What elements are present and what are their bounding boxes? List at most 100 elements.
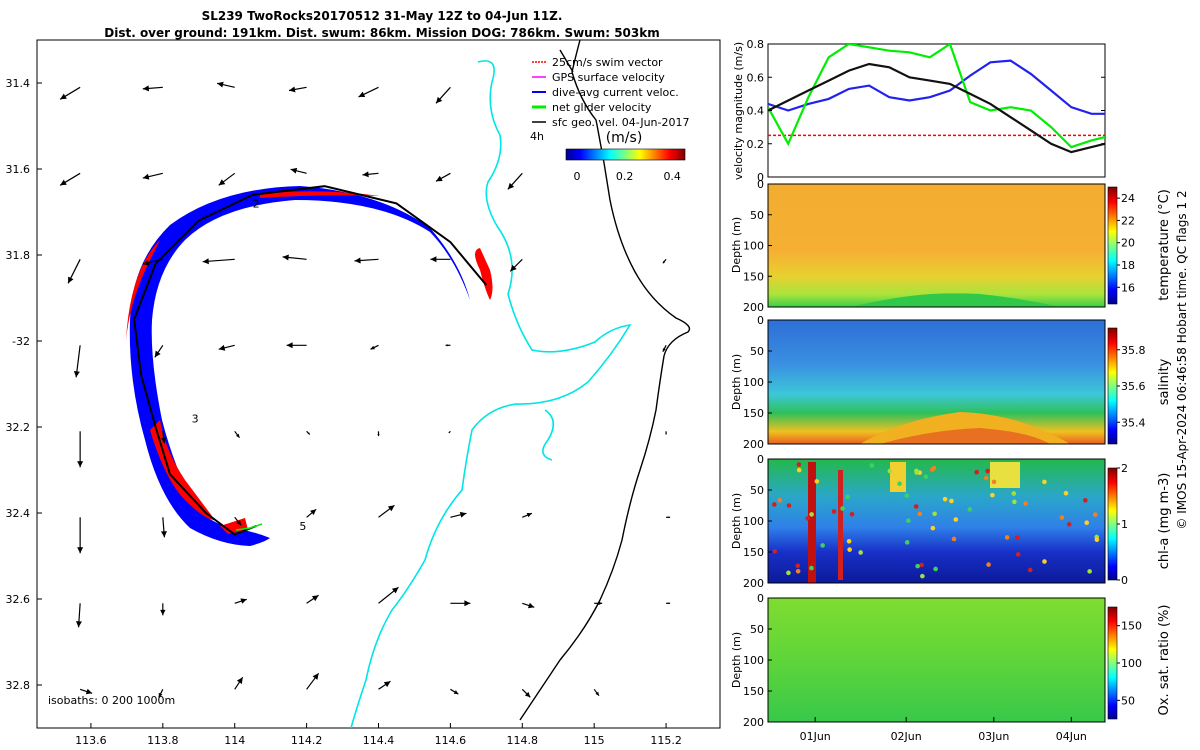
salinity-ctick-label: 35.8 (1121, 344, 1146, 357)
chla-sample-dot (805, 516, 811, 521)
sfc-geo-vector (666, 602, 671, 605)
sfc-geo-vector (370, 344, 379, 350)
sfc-geo-vector (594, 601, 603, 606)
temperature-ctick-label: 24 (1121, 192, 1135, 205)
sfc-geo-vector (67, 259, 81, 284)
chla-sample-dot (1027, 567, 1033, 573)
sfc-geo-vector (218, 344, 235, 351)
sfc-geo-vector (445, 344, 451, 347)
chla-sample-dot (1094, 537, 1100, 543)
chla-sample-dot (795, 563, 801, 569)
salinity-ytick-label: 100 (743, 376, 764, 389)
oxygen-ytick-label: 0 (757, 592, 764, 605)
chla-spike-column (838, 470, 843, 580)
chla-sample-dot (1011, 491, 1017, 496)
map-colorbar-tick: 0.2 (616, 170, 634, 183)
chla-sample-dot (917, 511, 923, 517)
salinity-clabel: salinity (1157, 358, 1172, 405)
colorbar-unit-label: (m/s) (606, 130, 643, 146)
chla-ctick-label: 0 (1121, 574, 1128, 587)
chla-sample-dot (845, 494, 850, 500)
map-xtick-label: 113.6 (75, 734, 107, 747)
sfc-geo-vector (218, 172, 236, 186)
sfc-geo-vector (234, 598, 247, 604)
sfc-geo-vector (288, 86, 307, 93)
map-xtick-label: 115.2 (650, 734, 682, 747)
sfc-geo-vector (79, 688, 93, 695)
sfc-geo-vector (306, 594, 319, 604)
map-ytick-label: 32.2 (6, 421, 31, 434)
sfc-geo-vector (448, 430, 451, 434)
chla-sample-dot (1012, 499, 1017, 505)
legend-sfc-geo-label: sfc geo. vel. 04-Jun-2017 (552, 116, 689, 129)
chla-sample-dot (777, 497, 783, 503)
map-xtick-label: 114 (224, 734, 245, 747)
chla-sample-dot (929, 467, 935, 472)
temperature-panel: 0 50 100 150 200 16 18 20 22 24 Depth (m) tempera… (730, 178, 1172, 314)
map-ytick-label: 31.8 (6, 249, 31, 262)
sfc-geo-vector (234, 516, 242, 526)
chla-sample-dot (983, 475, 989, 481)
velocity-ytick-label: 0 (757, 171, 764, 184)
chla-sample-dot (796, 462, 802, 467)
chla-sample-dot (942, 496, 948, 502)
velocity-ytick-label: 0.8 (747, 38, 765, 51)
legend-dive-avg-label: dive-avg current veloc. (552, 86, 679, 99)
chla-ytick-label: 0 (757, 453, 764, 466)
chla-field (768, 459, 1105, 583)
velocity-ytick-label: 0.6 (747, 71, 765, 84)
sfc-geo-vector (160, 517, 167, 538)
salinity-ytick-label: 150 (743, 407, 764, 420)
isobath-line (350, 60, 632, 728)
oxygen-ctick-label: 50 (1121, 694, 1135, 707)
sfc-geo-vector (160, 603, 166, 616)
time-xtick-label: 04Jun (1056, 730, 1087, 743)
chla-sample-dot (1087, 569, 1092, 574)
map-ytick-label: 32.6 (6, 593, 31, 606)
oxygen-ytick-label: 100 (743, 654, 764, 667)
sfc-geo-vector (154, 344, 164, 358)
chla-sample-dot (796, 467, 802, 473)
chla-sample-dot (887, 468, 893, 474)
net-glider-velocity-segment (235, 523, 263, 531)
temperature-field (768, 184, 1105, 307)
sfc-geo-vector (522, 512, 533, 518)
sfc-geo-vector (522, 602, 535, 609)
glider-track (133, 185, 488, 536)
oxygen-ctick-label: 150 (1121, 620, 1142, 633)
chla-sample-dot (858, 550, 863, 555)
time-xtick-label: 02Jun (891, 730, 922, 743)
chla-sample-dot (869, 463, 875, 468)
sfc-geo-vector (306, 430, 311, 435)
chla-sample-dot (933, 566, 938, 572)
sfc-geo-vector (77, 517, 84, 554)
sfc-geo-vector (507, 172, 523, 190)
velocity-ylabel: velocity magnitude (m/s) (732, 42, 745, 180)
chla-sample-dot (849, 511, 855, 517)
oxygen-ctick-label: 100 (1121, 657, 1142, 670)
chla-sample-dot (1004, 535, 1010, 540)
chla-sample-dot (846, 538, 852, 544)
chla-sample-dot (795, 568, 801, 574)
sfc-geo-vectors (59, 81, 671, 698)
temperature-ctick-label: 22 (1121, 214, 1135, 227)
chla-ctick-label: 1 (1121, 518, 1128, 531)
chla-sample-dot (1042, 479, 1047, 485)
sfc-geo-vector (378, 680, 391, 690)
velocity-axes-box (767, 43, 1106, 178)
track-map: 2 3 5 113.6 113.8 114 114.2 114.4 114.6 114.8 115… (6, 39, 721, 747)
chla-ytick-label: 100 (743, 515, 764, 528)
chla-sample-dot (786, 570, 791, 576)
velocity-panel: 0 0.2 0.4 0.6 0.8 velocity magnitude (m/s) (732, 38, 1106, 184)
sfc-geo-vector (377, 431, 380, 437)
chla-sample-dot (831, 509, 837, 514)
chla-clabel: chl-a (mg m-3) (1157, 473, 1172, 570)
chla-sample-dot (786, 503, 792, 508)
chla-ctick-label: 2 (1121, 462, 1128, 475)
salinity-colorbar (1107, 327, 1118, 445)
chla-sample-dot (920, 573, 925, 579)
oxygen-clabel: Ox. sat. ratio (%) (1157, 605, 1172, 716)
chla-sample-dot (953, 517, 959, 522)
salinity-ylabel: Depth (m) (730, 354, 743, 410)
sfc-geo-vector (160, 431, 167, 444)
